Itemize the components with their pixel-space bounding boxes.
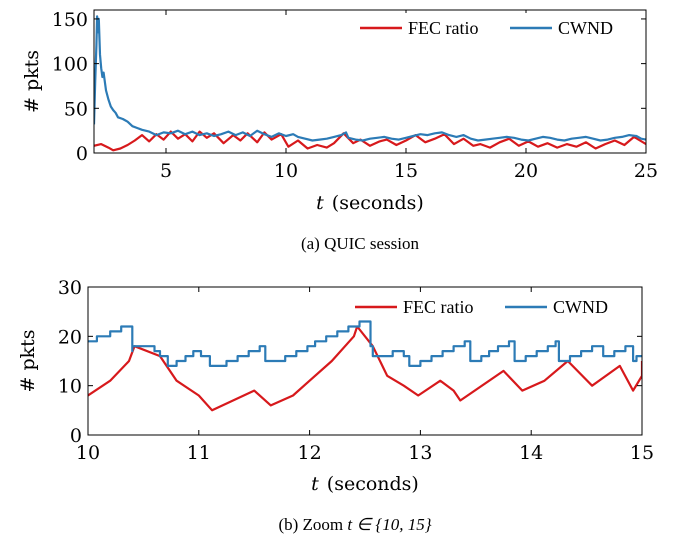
caption: (b) Zoom t ∈ {10, 15} [278,515,431,534]
x-axis-variable: t [311,473,319,495]
legend: FEC ratio CWND [347,292,636,320]
plot-frame [93,9,647,154]
x-axis-label: t (seconds) [311,473,419,495]
y-tick-label: 0 [76,143,88,165]
x-tick-label: 14 [519,442,543,464]
chart-panel-a: 5 10 15 20 25 0 50 100 150 # pkts t (seconds) FEC… [21,9,658,253]
x-tick-label: 13 [408,442,432,464]
y-axis-label: # pkts [21,50,43,113]
y-tick-label: 0 [70,425,82,447]
y-tick-label: 30 [58,277,82,299]
x-tick-label: 11 [187,442,211,464]
caption-prefix: (b) Zoom [278,515,347,534]
legend-label: FEC ratio [408,18,479,38]
series-line-cwnd [94,15,646,142]
x-tick-label: 25 [634,160,658,182]
series-line-fec-ratio [88,325,642,412]
series-line-cwnd [88,320,642,367]
y-tick-label: 100 [52,54,88,76]
caption: (a) QUIC session [301,234,420,253]
x-axis-variable: t [316,192,324,214]
plot-frame [87,286,643,436]
legend-label: CWND [558,18,613,38]
x-tick-label: 15 [630,442,654,464]
x-axis-label: t (seconds) [316,192,424,214]
x-tick-label: 10 [76,442,100,464]
x-tick-label: 20 [514,160,538,182]
x-tick-label: 15 [394,160,418,182]
x-tick-label: 5 [160,160,172,182]
y-tick-label: 150 [52,9,88,31]
y-axis-label: # pkts [17,329,39,392]
x-axis-unit: (seconds) [327,473,419,495]
x-tick-label: 12 [298,442,322,464]
x-tick-label: 10 [274,160,298,182]
legend: FEC ratio CWND [352,13,640,41]
x-axis-unit: (seconds) [332,192,424,214]
y-tick-label: 50 [64,98,88,120]
y-tick-label: 20 [58,326,82,348]
caption-math: t ∈ {10, 15} [347,515,431,534]
legend-label: FEC ratio [403,297,474,317]
legend-label: CWND [553,297,608,317]
y-tick-label: 10 [58,376,82,398]
